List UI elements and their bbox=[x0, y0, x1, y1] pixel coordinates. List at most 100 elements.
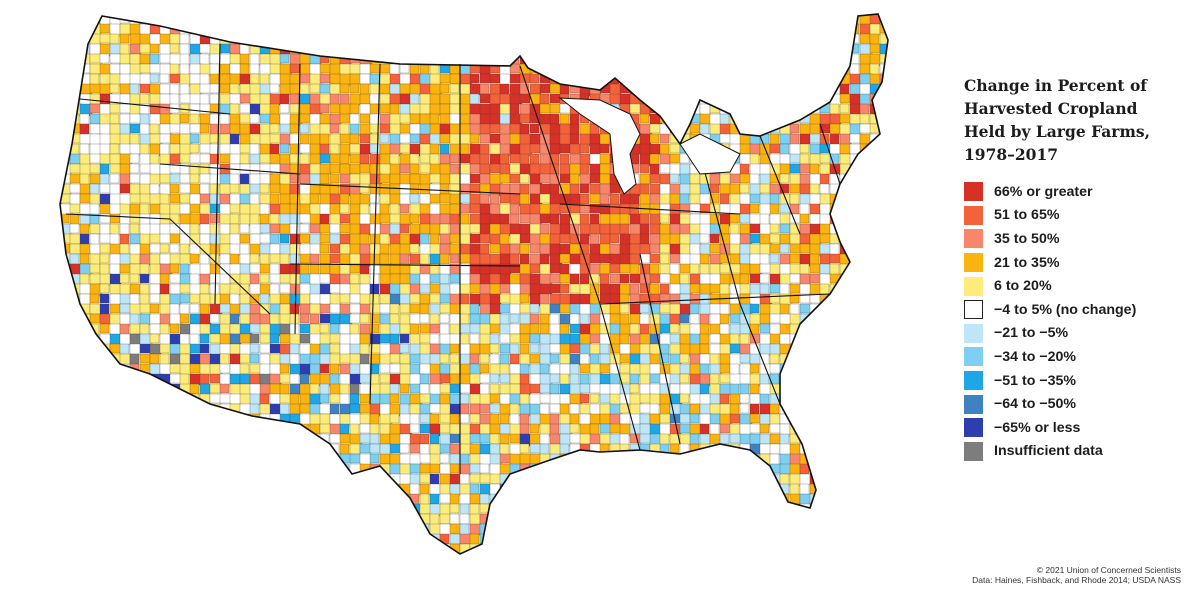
county-cell bbox=[789, 14, 801, 25]
county-cell bbox=[89, 513, 103, 526]
county-cell bbox=[349, 393, 360, 405]
county-cell bbox=[890, 234, 899, 244]
county-cell bbox=[50, 64, 59, 75]
county-cell bbox=[79, 463, 90, 476]
county-cell bbox=[439, 463, 452, 475]
county-cell bbox=[759, 33, 770, 45]
county-cell bbox=[549, 63, 563, 74]
county-cell bbox=[69, 253, 80, 265]
county-cell bbox=[759, 183, 771, 194]
county-cell bbox=[829, 263, 840, 276]
county-cell bbox=[209, 413, 220, 426]
county-cell bbox=[60, 523, 70, 537]
county-cell bbox=[910, 274, 920, 286]
county-cell bbox=[129, 143, 141, 155]
county-cell bbox=[869, 283, 882, 296]
county-cell bbox=[569, 283, 582, 294]
county-cell bbox=[709, 53, 722, 64]
county-cell bbox=[459, 253, 472, 264]
county-cell bbox=[859, 403, 872, 415]
county-cell bbox=[289, 533, 303, 547]
county-cell bbox=[639, 233, 650, 245]
county-cell bbox=[399, 43, 411, 54]
county-cell bbox=[279, 493, 292, 504]
county-cell bbox=[109, 413, 120, 427]
county-cell bbox=[269, 93, 281, 106]
county-cell bbox=[369, 193, 380, 204]
county-cell bbox=[679, 43, 691, 54]
legend-items: 66% or greater 51 to 65% 35 to 50% 21 to 35… bbox=[964, 180, 1189, 463]
county-cell bbox=[879, 483, 888, 497]
county-cell bbox=[679, 153, 690, 164]
county-cell bbox=[659, 453, 672, 466]
county-cell bbox=[809, 83, 821, 95]
county-cell bbox=[389, 173, 401, 185]
county-cell bbox=[199, 483, 210, 496]
county-cell bbox=[60, 443, 63, 456]
county-cell bbox=[829, 73, 840, 87]
county-cell bbox=[549, 133, 562, 145]
county-cell bbox=[769, 553, 783, 554]
county-cell bbox=[119, 243, 130, 255]
county-cell bbox=[869, 143, 882, 156]
county-cell bbox=[339, 513, 351, 524]
county-cell bbox=[349, 233, 362, 246]
county-cell bbox=[819, 483, 832, 495]
county-cell bbox=[329, 533, 342, 547]
county-cell bbox=[379, 493, 392, 507]
county-cell bbox=[289, 193, 301, 206]
county-cell bbox=[89, 343, 100, 356]
county-cell bbox=[459, 323, 472, 334]
county-cell bbox=[239, 14, 253, 26]
county-cell bbox=[509, 73, 521, 84]
county-cell bbox=[349, 253, 362, 265]
county-cell bbox=[189, 323, 202, 336]
county-cell bbox=[900, 304, 912, 314]
county-cell bbox=[879, 473, 888, 485]
county-cell bbox=[669, 103, 682, 116]
county-cell bbox=[529, 123, 540, 134]
county-cell bbox=[329, 493, 340, 505]
county-cell bbox=[429, 103, 442, 116]
county-cell bbox=[69, 303, 80, 317]
county-cell bbox=[639, 143, 651, 156]
county-cell bbox=[119, 143, 132, 155]
county-cell bbox=[359, 213, 372, 225]
county-cell bbox=[179, 343, 192, 355]
county-cell bbox=[799, 23, 812, 37]
county-cell bbox=[389, 503, 401, 516]
county-cell bbox=[649, 33, 663, 47]
county-cell bbox=[319, 33, 330, 44]
county-cell bbox=[569, 43, 582, 57]
county-cell bbox=[409, 193, 420, 204]
county-cell bbox=[449, 283, 461, 296]
county-cell bbox=[529, 223, 542, 235]
county-cell bbox=[619, 513, 631, 525]
county-cell bbox=[859, 473, 871, 485]
county-cell bbox=[149, 503, 163, 517]
county-cell bbox=[229, 43, 241, 55]
county-cell bbox=[759, 473, 771, 485]
county-cell bbox=[109, 333, 121, 346]
county-cell bbox=[849, 293, 860, 306]
county-cell bbox=[339, 113, 351, 124]
county-cell bbox=[219, 453, 233, 465]
county-cell bbox=[259, 393, 270, 406]
county-cell bbox=[189, 363, 202, 374]
county-cell bbox=[409, 93, 420, 106]
county-cell bbox=[509, 53, 520, 66]
county-cell bbox=[529, 533, 541, 547]
county-cell bbox=[669, 553, 680, 554]
county-cell bbox=[549, 403, 562, 414]
county-cell bbox=[60, 53, 73, 64]
county-cell bbox=[239, 23, 250, 34]
county-cell bbox=[729, 413, 741, 424]
county-cell bbox=[119, 353, 131, 366]
county-cell bbox=[159, 503, 171, 516]
county-cell bbox=[489, 243, 502, 254]
county-cell bbox=[699, 513, 713, 527]
credits: © 2021 Union of Concerned Scientists Dat… bbox=[972, 565, 1181, 585]
county-cell bbox=[439, 43, 453, 54]
county-cell bbox=[199, 23, 212, 36]
county-cell bbox=[539, 433, 550, 445]
